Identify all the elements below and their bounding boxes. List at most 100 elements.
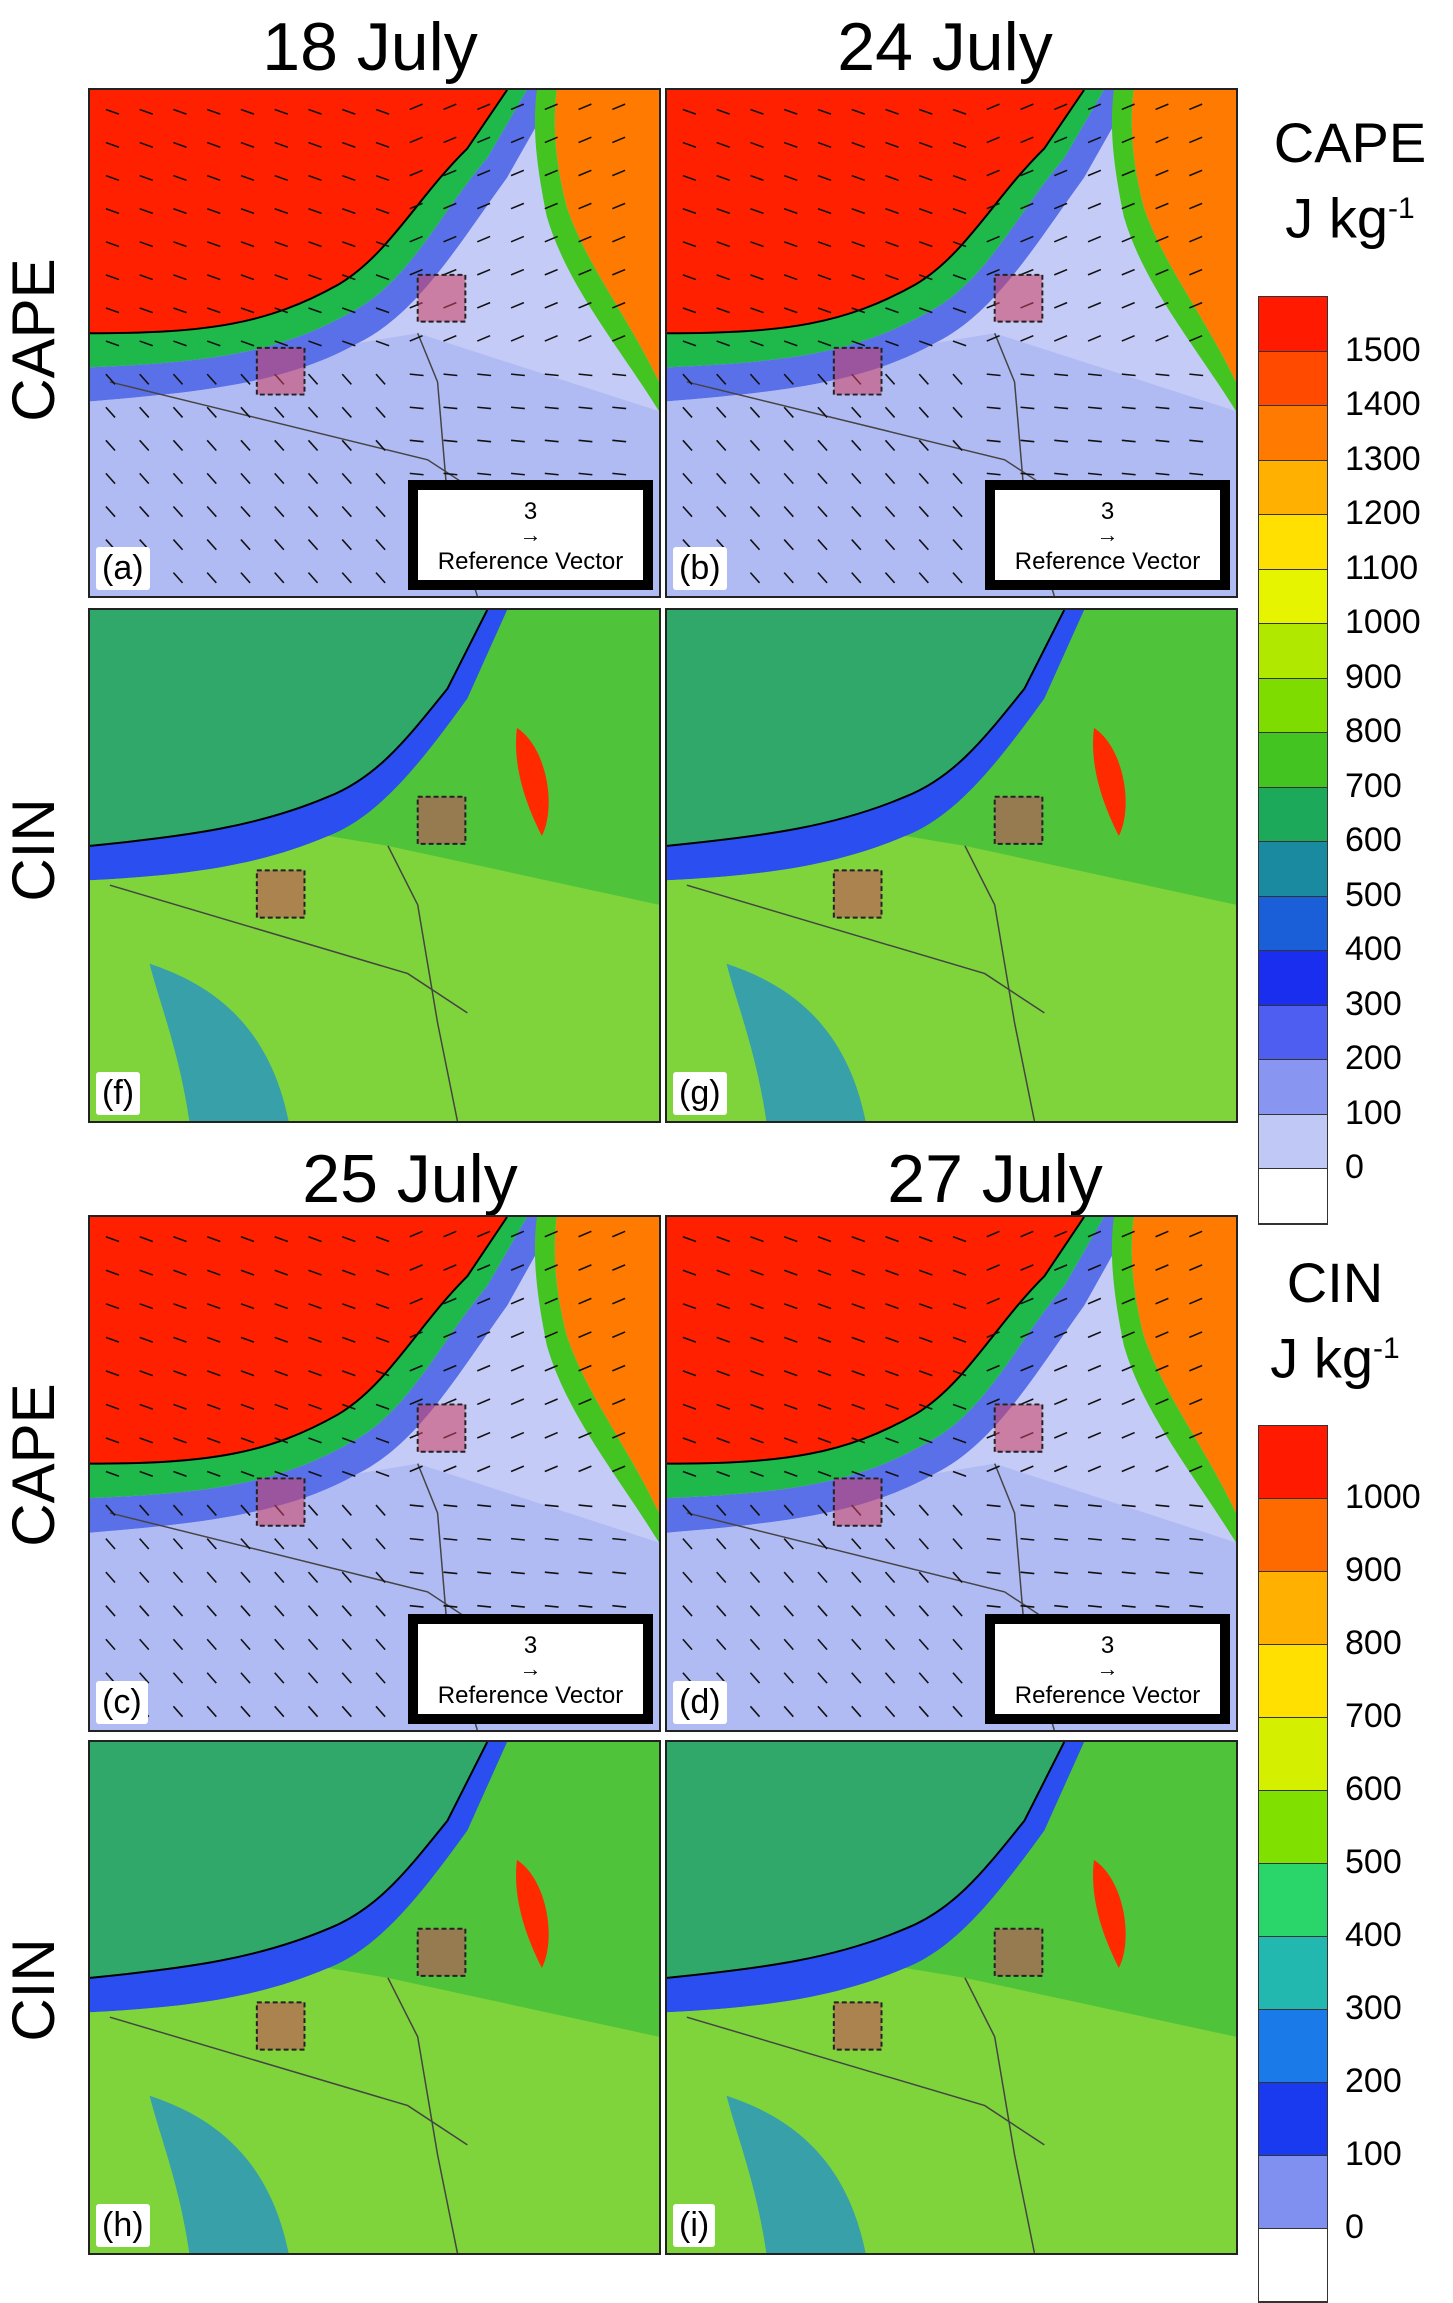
- analysis-box-north: [993, 1403, 1044, 1453]
- map-panel-b: (b) 3 → Reference Vector: [665, 88, 1238, 598]
- colorbar-cape-unit-exp: -1: [1388, 192, 1415, 225]
- reference-vector-arrow-icon: →: [1096, 522, 1119, 547]
- panel-label-h: (h): [96, 2204, 150, 2247]
- colorbar-cin-title: CIN J kg-1: [1250, 1250, 1420, 1392]
- analysis-box-north: [416, 1927, 467, 1977]
- colorbar-segment: [1259, 896, 1327, 951]
- analysis-box-north: [993, 273, 1044, 323]
- colorbar-segment: [1259, 460, 1327, 515]
- colorbar-tick-label: 900: [1345, 657, 1402, 696]
- colorbar-segment: [1259, 1718, 1327, 1791]
- colorbar-tick-label: 500: [1345, 1843, 1402, 1881]
- colorbar-segment: [1259, 1791, 1327, 1864]
- colorbar-cape-unit: J kg: [1285, 186, 1388, 250]
- analysis-box-south: [832, 346, 883, 396]
- colorbar-segment: [1259, 1114, 1327, 1169]
- row-label-cape-top: CAPE: [0, 258, 67, 422]
- map-panel-h: (h): [88, 1740, 661, 2255]
- colorbar-segment: [1259, 1060, 1327, 1115]
- cin-map-i: [667, 1742, 1236, 2253]
- reference-vector-box: 3 → Reference Vector: [408, 480, 653, 590]
- analysis-box-south: [832, 1477, 883, 1527]
- colorbar-segment: [1259, 1572, 1327, 1645]
- analysis-box-north: [993, 795, 1044, 845]
- map-panel-c: (c) 3 → Reference Vector: [88, 1215, 661, 1732]
- colorbar-segment: [1259, 951, 1327, 1006]
- colorbar-tick-label: 1200: [1345, 494, 1421, 532]
- reference-vector-box: 3 → Reference Vector: [985, 1614, 1230, 1724]
- colorbar-tick-label: 100: [1345, 2135, 1402, 2173]
- analysis-box-south: [832, 869, 883, 919]
- colorbar-segment: [1259, 515, 1327, 570]
- colorbar-cape-title: CAPE J kg-1: [1265, 110, 1435, 252]
- analysis-box-north: [416, 1403, 467, 1453]
- row-label-cape-bottom: CAPE: [0, 1383, 67, 1547]
- analysis-box-south: [255, 869, 306, 919]
- colorbar-tick-label: 200: [1345, 2062, 1402, 2100]
- colorbar-tick-label: 0: [1345, 1148, 1364, 1186]
- panel-label-c: (c): [96, 1681, 148, 1724]
- colorbar-cape: [1258, 296, 1328, 1225]
- reference-vector-label: Reference Vector: [1014, 548, 1201, 575]
- colorbar-tick-label: 800: [1345, 712, 1402, 750]
- colorbar-tick-label: 1000: [1345, 603, 1421, 641]
- reference-vector-box: 3 → Reference Vector: [985, 480, 1230, 590]
- reference-vector-box: 3 → Reference Vector: [408, 1614, 653, 1724]
- cape-map-b: [667, 90, 1236, 596]
- colorbar-segment: [1259, 2156, 1327, 2229]
- colorbar-tick-label: 300: [1345, 984, 1402, 1023]
- map-panel-i: (i): [665, 1740, 1238, 2255]
- map-panel-f: (f): [88, 608, 661, 1123]
- colorbar-tick-label: 700: [1345, 766, 1402, 805]
- map-panel-a: (a) 3 → Reference Vector: [88, 88, 661, 598]
- panel-label-d: (d): [673, 1681, 727, 1724]
- panel-label-g: (g): [673, 1072, 727, 1115]
- panel-label-a: (a): [96, 547, 150, 590]
- reference-vector-value: 3: [1100, 1632, 1115, 1659]
- colorbar-segment: [1259, 787, 1327, 842]
- analysis-box-south: [255, 2001, 306, 2051]
- colorbar-tick-label: 700: [1345, 1697, 1402, 1735]
- map-panel-d: (d) 3 → Reference Vector: [665, 1215, 1238, 1732]
- colorbar-segment: [1259, 2083, 1327, 2156]
- colorbar-segment: [1259, 1499, 1327, 1572]
- reference-vector-arrow-icon: →: [519, 522, 542, 547]
- colorbar-tick-label: 500: [1345, 875, 1402, 914]
- title-25-july: 25 July: [302, 1141, 518, 1217]
- colorbar-segment: [1259, 1005, 1327, 1060]
- colorbar-tick-label: 600: [1345, 821, 1402, 859]
- cin-map-h: [90, 1742, 659, 2253]
- colorbar-segment: [1259, 1645, 1327, 1718]
- title-18-july: 18 July: [262, 9, 478, 85]
- reference-vector-label: Reference Vector: [437, 1682, 624, 1709]
- colorbar-segment: [1259, 569, 1327, 624]
- reference-vector-value: 3: [523, 498, 538, 525]
- reference-vector-arrow-icon: →: [519, 1656, 542, 1681]
- colorbar-cin: [1258, 1425, 1328, 2303]
- colorbar-segment: [1259, 1937, 1327, 2010]
- colorbar-cin-unit-exp: -1: [1373, 1332, 1400, 1365]
- title-27-july: 27 July: [887, 1141, 1103, 1217]
- reference-vector-label: Reference Vector: [437, 548, 624, 575]
- colorbar-cin-unit: J kg: [1270, 1326, 1373, 1390]
- reference-vector-value: 3: [1100, 498, 1115, 525]
- colorbar-segment: [1259, 297, 1327, 352]
- colorbar-tick-label: 1300: [1345, 439, 1421, 478]
- analysis-box-south: [255, 346, 306, 396]
- colorbar-segment: [1259, 842, 1327, 897]
- reference-vector-value: 3: [523, 1632, 538, 1659]
- reference-vector-arrow-icon: →: [1096, 1656, 1119, 1681]
- colorbar-tick-label: 100: [1345, 1093, 1402, 1132]
- colorbar-segment: [1259, 624, 1327, 679]
- panel-label-b: (b): [673, 547, 727, 590]
- colorbar-segment: [1259, 733, 1327, 788]
- colorbar-tick-label: 200: [1345, 1039, 1402, 1077]
- analysis-box-north: [416, 795, 467, 845]
- row-label-cin-top: CIN: [0, 798, 67, 902]
- cin-map-f: [90, 610, 659, 1121]
- colorbar-segment: [1259, 2229, 1327, 2302]
- colorbar-tick-label: 1500: [1345, 330, 1421, 369]
- colorbar-tick-label: 1100: [1345, 548, 1419, 587]
- analysis-box-south: [255, 1477, 306, 1527]
- colorbar-segment: [1259, 2010, 1327, 2083]
